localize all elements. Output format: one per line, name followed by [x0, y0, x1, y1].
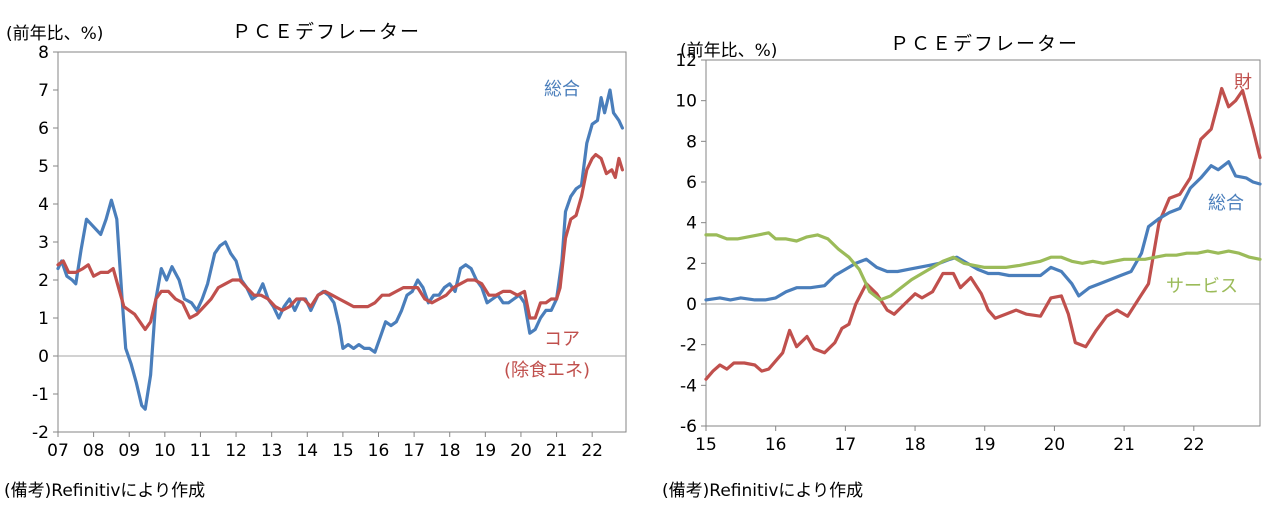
series-label: 財: [1234, 72, 1252, 93]
y-tick-label: -1: [32, 385, 49, 405]
y-unit-label: (前年比、%): [6, 24, 104, 44]
y-tick-label: 2: [686, 254, 697, 274]
x-tick-label: 18: [439, 441, 461, 461]
x-tick-label: 22: [1183, 435, 1205, 455]
y-tick-label: 6: [686, 173, 697, 193]
series-line: [56, 88, 624, 411]
x-tick-label: 19: [974, 435, 996, 455]
x-tick-label: 15: [695, 435, 717, 455]
x-tick-label: 09: [118, 441, 140, 461]
y-tick-label: 8: [686, 132, 697, 152]
y-tick-label: 0: [686, 295, 697, 315]
x-tick-label: 13: [261, 441, 283, 461]
x-tick-label: 20: [1044, 435, 1066, 455]
y-tick-label: 1: [38, 309, 49, 329]
x-tick-label: 16: [765, 435, 787, 455]
series-label: 総合: [544, 79, 580, 100]
y-tick-label: -4: [680, 376, 697, 396]
x-tick-label: 15: [332, 441, 354, 461]
x-tick-label: 17: [403, 441, 425, 461]
y-tick-label: 3: [38, 233, 49, 253]
chart-title: ＰＣＥデフレーター: [232, 21, 422, 43]
x-tick-label: 17: [835, 435, 857, 455]
y-tick-label: 10: [675, 92, 697, 112]
y-tick-label: 7: [38, 81, 49, 101]
left-chart-panel: (前年比、%) ＰＣＥデフレーター 8 7 6 5 4 3 2 1 0 -1 -2 07 08 09 10 1…: [4, 21, 627, 501]
y-tick-label: 12: [675, 51, 697, 71]
series-label: 総合: [1208, 193, 1244, 214]
y-tick-label: -2: [32, 423, 49, 443]
x-tick-label: 19: [475, 441, 497, 461]
y-tick-label: -2: [680, 336, 697, 356]
x-tick-label: 21: [546, 441, 568, 461]
source-note: (備考)Refinitivにより作成: [4, 481, 206, 501]
series-line: [704, 160, 1262, 302]
y-tick-label: 2: [38, 271, 49, 291]
right-chart-panel: (前年比、%) ＰＣＥデフレーター 12 10 8 6 4 2 0 -2 -4 -6 15 16 17 1…: [640, 0, 1280, 512]
source-note: (備考)Refinitivにより作成: [662, 481, 864, 501]
y-tick-label: 6: [38, 119, 49, 139]
series-label: コア: [544, 329, 580, 350]
x-tick-label: 07: [47, 441, 69, 461]
x-tick-label: 22: [581, 441, 603, 461]
y-tick-label: 4: [686, 214, 697, 234]
plot-area: [705, 59, 1261, 427]
y-tick-label: 8: [38, 43, 49, 63]
y-tick-label: 4: [38, 195, 49, 215]
series-line: [704, 86, 1262, 381]
x-tick-label: 12: [225, 441, 247, 461]
series-line: [56, 153, 624, 331]
y-tick-label: -6: [680, 417, 697, 437]
x-tick-label: 14: [296, 441, 318, 461]
chart-title: ＰＣＥデフレーター: [890, 33, 1080, 55]
x-tick-label: 11: [190, 441, 212, 461]
series-line: [704, 231, 1262, 302]
x-tick-label: 10: [154, 441, 176, 461]
y-tick-label: 5: [38, 157, 49, 177]
series-label: (除食エネ): [504, 360, 590, 381]
x-tick-label: 08: [83, 441, 105, 461]
y-unit-label: (前年比、%): [680, 41, 778, 61]
y-tick-label: 0: [38, 347, 49, 367]
x-tick-label: 20: [510, 441, 532, 461]
x-tick-label: 16: [368, 441, 390, 461]
series-label: サービス: [1166, 276, 1238, 297]
x-tick-label: 18: [904, 435, 926, 455]
x-tick-label: 21: [1113, 435, 1135, 455]
